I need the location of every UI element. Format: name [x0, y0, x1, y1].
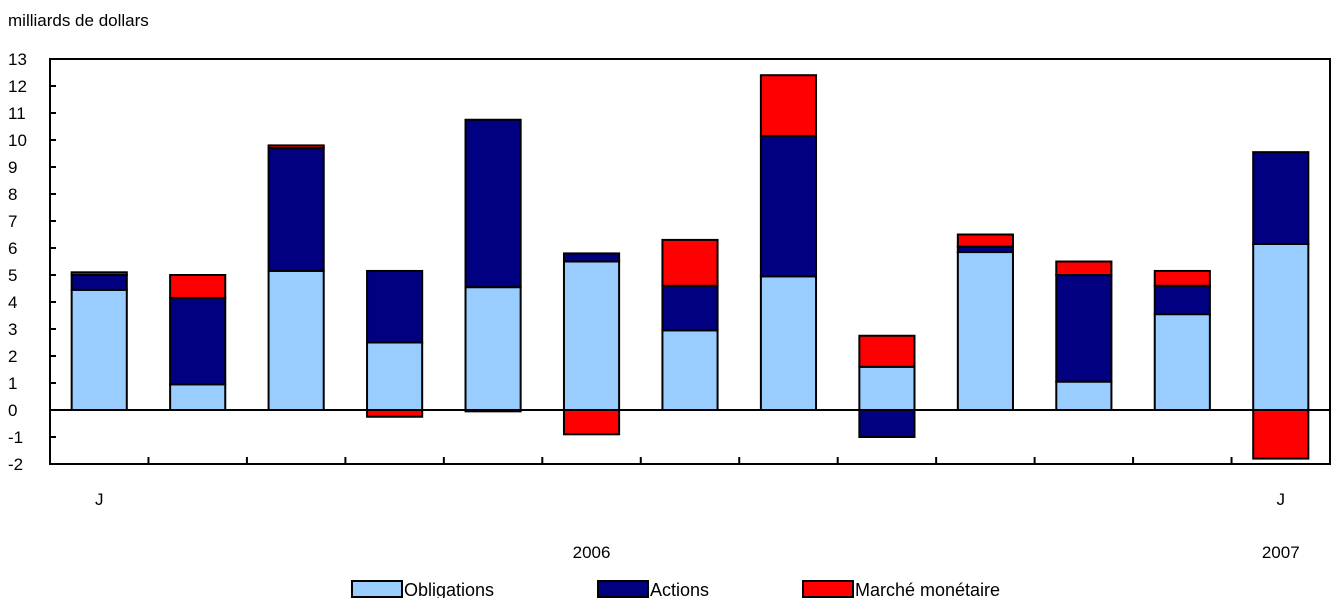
bar-segment-obligations-0: [70, 288, 128, 412]
y-tick-label: 9: [8, 158, 17, 177]
bar-segment-march-mon-taire-11: [1153, 269, 1211, 287]
x-axis-labels: J J 2006 2007: [95, 490, 1300, 562]
bar-segment-obligations-7: [759, 275, 818, 411]
bar-segment-obligations-6: [661, 329, 719, 412]
bar-segment-actions-1: [169, 296, 227, 386]
legend-label: Obligations: [404, 580, 494, 598]
y-tick-label: 6: [8, 239, 17, 258]
plot-frame: [49, 58, 1331, 465]
x-year-label: 2006: [573, 543, 611, 562]
bar-segment-march-mon-taire-10: [1055, 260, 1113, 276]
x-year-label: 2007: [1262, 543, 1300, 562]
bar-segment-obligations-8: [858, 365, 916, 411]
bar-segment-actions-0: [70, 274, 128, 291]
bar-segment-obligations-5: [562, 260, 621, 411]
bar-segment-march-mon-taire-2: [267, 144, 325, 150]
bar-segment-actions-5: [562, 252, 621, 263]
bars-group: [70, 74, 1310, 460]
y-tick-label: 2: [8, 347, 17, 366]
y-tick-label: 13: [8, 50, 27, 69]
bar-segment-march-mon-taire-1: [169, 274, 227, 299]
y-tick-label: 3: [8, 320, 17, 339]
x-tick-label: J: [1277, 490, 1286, 509]
bar-segment-march-mon-taire-0: [70, 271, 128, 276]
legend-swatch-actions: [597, 580, 649, 598]
y-tick-label: 4: [8, 293, 17, 312]
bar-segment-obligations-11: [1153, 313, 1211, 411]
bar-segment-obligations-2: [267, 269, 325, 412]
bar-segment-actions-10: [1055, 274, 1113, 383]
bar-segment-actions-4: [464, 118, 522, 289]
x-tick-label: J: [95, 490, 104, 509]
y-tick-label: 11: [8, 104, 26, 123]
bar-segment-march-mon-taire-7: [759, 74, 818, 137]
y-tick-label: 10: [8, 131, 27, 150]
y-unit-label: milliards de dollars: [8, 11, 149, 30]
y-tick-label: 8: [8, 185, 17, 204]
y-tick-label: -1: [8, 428, 23, 447]
y-tick-label: -2: [8, 455, 23, 474]
y-tick-label: 0: [8, 401, 17, 420]
bar-segment-actions-12: [1252, 151, 1310, 245]
bar-segment-march-mon-taire-8: [858, 334, 916, 368]
legend-swatch-march-mon-taire: [802, 580, 854, 598]
bar-segment-obligations-9: [956, 251, 1014, 411]
legend-swatch-obligations: [351, 580, 403, 598]
bar-segment-obligations-4: [464, 286, 522, 411]
bar-segment-march-mon-taire-5: [562, 409, 621, 436]
bar-segment-actions-11: [1153, 284, 1211, 316]
bar-segment-actions-7: [759, 134, 818, 278]
y-tick-label: 12: [8, 77, 27, 96]
y-tick-label: 5: [8, 266, 17, 285]
bar-segment-march-mon-taire-12: [1252, 409, 1310, 460]
bar-segment-actions-3: [366, 269, 424, 344]
legend: Obligations Actions Marché monétaire: [351, 580, 1000, 598]
bar-segment-obligations-1: [169, 383, 227, 412]
bar-segment-actions-8: [858, 409, 916, 438]
bar-segment-obligations-3: [366, 341, 424, 411]
bar-segment-actions-2: [267, 147, 325, 272]
bar-segment-march-mon-taire-6: [661, 238, 719, 287]
bar-segment-obligations-12: [1252, 242, 1310, 411]
bar-segment-march-mon-taire-3: [366, 409, 424, 418]
bar-segment-march-mon-taire-9: [956, 233, 1014, 248]
axes-group: [49, 58, 1331, 465]
bar-segment-actions-6: [661, 284, 719, 332]
legend-label: Marché monétaire: [855, 580, 1000, 598]
y-tick-label: 1: [8, 374, 17, 393]
legend-label: Actions: [650, 580, 709, 598]
bar-segment-obligations-10: [1055, 380, 1113, 411]
y-tick-label: 7: [8, 212, 17, 231]
